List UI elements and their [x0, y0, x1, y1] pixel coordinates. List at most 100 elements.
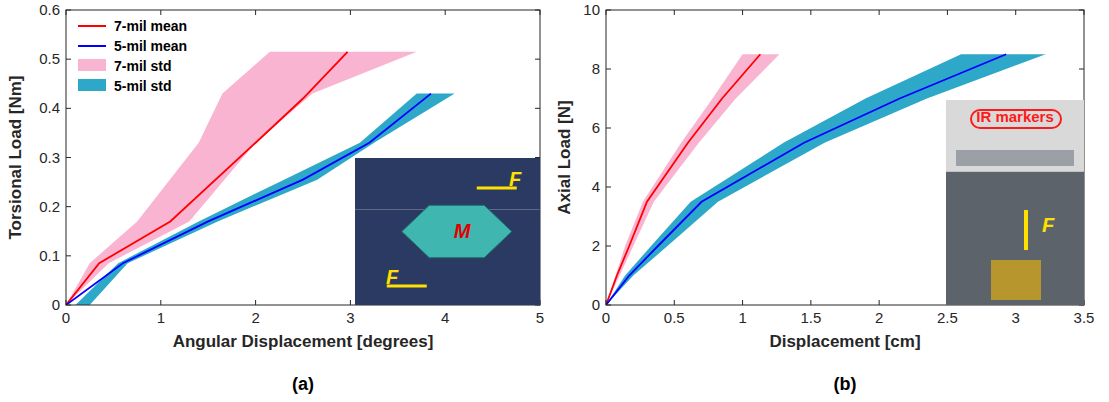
x-tick: [879, 10, 880, 15]
x-tick-label: 0.5: [664, 309, 685, 326]
y-tick-label: 2: [592, 237, 600, 254]
x-tick-label: 2: [875, 309, 883, 326]
x-tick: [445, 10, 446, 15]
y-tick: [1079, 10, 1084, 11]
y-tick-label: 8: [592, 60, 600, 77]
legend-swatch: [78, 45, 106, 47]
x-tick: [255, 10, 256, 15]
x-tick: [1015, 10, 1016, 15]
x-tick: [350, 300, 351, 305]
x-tick-label: 4: [441, 309, 449, 326]
y-tick: [66, 157, 71, 158]
x-tick: [606, 10, 607, 15]
x-tick: [742, 10, 743, 15]
inset-photo: IR markersF: [946, 100, 1084, 305]
legend-swatch: [78, 59, 106, 71]
y-tick-label: 0.1: [39, 247, 60, 264]
y-tick-label: 0.5: [39, 50, 60, 67]
x-axis-title: Angular Displacement [degrees]: [173, 332, 434, 351]
x-tick: [742, 300, 743, 305]
x-tick-label: 2: [251, 309, 259, 326]
y-tick: [66, 305, 71, 306]
y-tick: [606, 187, 611, 188]
x-tick: [674, 300, 675, 305]
legend-label: 7-mil mean: [114, 18, 187, 34]
x-tick-label: 2.5: [937, 309, 958, 326]
x-tick: [810, 300, 811, 305]
y-tick-label: 0.6: [39, 1, 60, 18]
annotation: F: [1042, 214, 1055, 236]
x-tick: [879, 300, 880, 305]
x-tick: [540, 10, 541, 15]
y-tick: [66, 10, 71, 11]
annotation: M: [454, 220, 472, 242]
x-tick-label: 1.5: [800, 309, 821, 326]
panel: 0 1 2 3 4 5 0 0.1 0.2 0.3 0.4 0.5 0.6 Angular Displac…: [6, 1, 544, 394]
x-tick-label: 0: [62, 309, 70, 326]
legend-swatch: [78, 25, 106, 27]
panel-label: (a): [292, 374, 314, 394]
x-tick-label: 1: [157, 309, 165, 326]
x-tick: [1084, 10, 1085, 15]
x-tick: [350, 10, 351, 15]
y-tick: [66, 206, 71, 207]
legend: 7-mil mean 5-mil mean 7-mil std 5-mil std: [78, 18, 187, 94]
y-tick: [66, 108, 71, 109]
y-tick-label: 4: [592, 178, 600, 195]
y-tick: [535, 157, 540, 158]
inset-photo: FMF: [355, 158, 540, 305]
y-tick: [66, 59, 71, 60]
y-tick-label: 10: [583, 1, 600, 18]
panel: 0 0.5 1 1.5 2 2.5 3 3.5 0 2 4 6 8 10 Displacement [cm]…: [555, 1, 1094, 394]
y-tick-label: 0: [592, 296, 600, 313]
y-axis-title: Torsional Load [Nm]: [6, 75, 25, 239]
inset-bg: [946, 172, 1084, 305]
inset-arrow: [1024, 210, 1028, 250]
inset-shape: [991, 260, 1041, 300]
legend-label: 5-mil std: [114, 78, 172, 94]
x-tick: [674, 10, 675, 15]
figure: 0 1 2 3 4 5 0 0.1 0.2 0.3 0.4 0.5 0.6 Angular Displac…: [0, 0, 1109, 402]
x-tick: [160, 10, 161, 15]
legend-label: 7-mil std: [114, 58, 172, 74]
y-tick-label: 0.3: [39, 149, 60, 166]
y-tick: [535, 108, 540, 109]
plot-frame: [66, 10, 540, 305]
plot-frame: [606, 10, 1084, 305]
x-tick-label: 3: [346, 309, 354, 326]
x-axis-title: Displacement [cm]: [769, 332, 920, 351]
x-tick: [947, 10, 948, 15]
x-tick-label: 0: [602, 309, 610, 326]
y-tick-label: 0.4: [39, 99, 60, 116]
x-tick: [255, 300, 256, 305]
annotation: F: [509, 168, 522, 190]
inset-bg: [946, 100, 1084, 172]
y-tick: [66, 255, 71, 256]
y-axis-title: Axial Load [N]: [555, 100, 574, 214]
x-tick-label: 5: [536, 309, 544, 326]
y-tick: [606, 128, 611, 129]
y-tick: [535, 10, 540, 11]
y-tick: [535, 59, 540, 60]
y-tick: [606, 10, 611, 11]
y-tick-label: 6: [592, 119, 600, 136]
inset-bg: [355, 158, 540, 209]
y-tick: [606, 246, 611, 247]
y-tick: [606, 305, 611, 306]
panel-label: (b): [834, 374, 857, 394]
y-tick-label: 0.2: [39, 198, 60, 215]
x-tick-label: 3.5: [1074, 309, 1095, 326]
inset-shape: [402, 205, 512, 257]
x-tick: [810, 10, 811, 15]
x-tick-label: 1: [738, 309, 746, 326]
x-tick-label: 3: [1012, 309, 1020, 326]
x-tick: [606, 300, 607, 305]
mean-line: [606, 54, 760, 305]
y-tick-label: 0: [52, 296, 60, 313]
x-tick: [66, 10, 67, 15]
legend-label: 5-mil mean: [114, 38, 187, 54]
legend-swatch: [78, 79, 106, 91]
x-tick: [160, 300, 161, 305]
y-tick: [606, 69, 611, 70]
y-tick: [1079, 69, 1084, 70]
